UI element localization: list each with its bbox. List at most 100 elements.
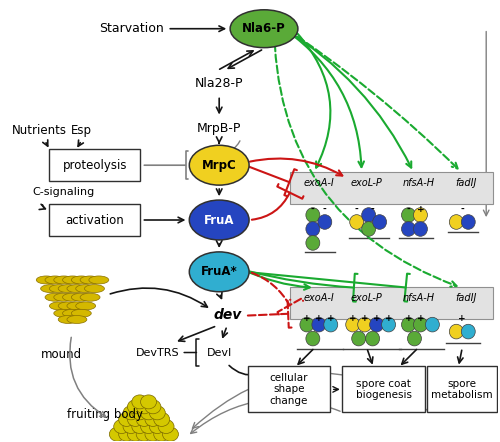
FancyBboxPatch shape [49, 149, 140, 181]
Text: -: - [370, 205, 374, 213]
Ellipse shape [154, 427, 170, 441]
Text: dev: dev [213, 308, 242, 322]
Ellipse shape [162, 427, 178, 441]
Ellipse shape [123, 419, 139, 434]
Ellipse shape [154, 412, 170, 427]
Ellipse shape [190, 252, 249, 292]
Ellipse shape [372, 215, 386, 229]
Text: +: + [385, 314, 392, 323]
FancyBboxPatch shape [290, 287, 493, 319]
Ellipse shape [306, 208, 320, 222]
Ellipse shape [36, 276, 56, 284]
Ellipse shape [450, 324, 464, 339]
FancyBboxPatch shape [342, 366, 425, 412]
Ellipse shape [414, 208, 428, 222]
Ellipse shape [132, 395, 148, 409]
Text: exoL-P: exoL-P [351, 293, 382, 303]
Ellipse shape [132, 419, 148, 434]
Ellipse shape [136, 400, 152, 414]
Ellipse shape [118, 412, 134, 427]
Text: FruA*: FruA* [201, 265, 237, 278]
Ellipse shape [190, 200, 249, 240]
FancyBboxPatch shape [248, 366, 330, 412]
Ellipse shape [76, 285, 96, 293]
Ellipse shape [58, 285, 78, 293]
Ellipse shape [136, 427, 152, 441]
Text: exoL-P: exoL-P [351, 178, 382, 188]
Text: +: + [404, 314, 412, 323]
Ellipse shape [358, 317, 372, 332]
Text: mound: mound [41, 348, 82, 361]
Ellipse shape [67, 302, 87, 310]
Ellipse shape [145, 400, 161, 414]
Ellipse shape [45, 276, 65, 284]
Ellipse shape [54, 309, 74, 317]
Ellipse shape [54, 276, 74, 284]
Text: fruiting body: fruiting body [66, 408, 142, 421]
FancyBboxPatch shape [49, 204, 140, 236]
Ellipse shape [318, 215, 332, 229]
Text: DevI: DevI [206, 347, 232, 358]
Text: DevTRS: DevTRS [136, 347, 179, 358]
Text: C-signaling: C-signaling [32, 187, 94, 197]
Ellipse shape [370, 317, 384, 332]
Ellipse shape [40, 285, 60, 293]
Ellipse shape [58, 302, 78, 310]
Ellipse shape [230, 10, 298, 48]
Text: +: + [349, 314, 356, 323]
Text: -: - [460, 205, 464, 213]
Ellipse shape [58, 316, 78, 324]
Text: +: + [458, 314, 466, 323]
Ellipse shape [72, 293, 92, 301]
Text: FruA: FruA [204, 213, 234, 226]
Text: MrpC: MrpC [202, 159, 236, 171]
Ellipse shape [136, 412, 152, 427]
Ellipse shape [150, 419, 166, 434]
Ellipse shape [382, 317, 396, 332]
Ellipse shape [54, 293, 74, 301]
Ellipse shape [132, 406, 148, 420]
Ellipse shape [366, 331, 380, 346]
Text: +: + [416, 314, 424, 323]
Text: fadIJ: fadIJ [456, 178, 477, 188]
Ellipse shape [123, 406, 139, 420]
Ellipse shape [300, 317, 314, 332]
Text: -: - [323, 205, 326, 213]
Ellipse shape [128, 427, 144, 441]
Ellipse shape [150, 406, 166, 420]
Ellipse shape [362, 221, 376, 236]
Text: +: + [373, 314, 380, 323]
Ellipse shape [145, 412, 161, 427]
Ellipse shape [140, 406, 156, 420]
Ellipse shape [62, 309, 82, 317]
Text: nfsA-H: nfsA-H [402, 178, 434, 188]
Ellipse shape [306, 331, 320, 346]
Ellipse shape [414, 317, 428, 332]
Text: proteolysis: proteolysis [62, 159, 127, 171]
Text: spore coat
biogenesis: spore coat biogenesis [356, 379, 412, 400]
Ellipse shape [306, 236, 320, 250]
Ellipse shape [408, 331, 422, 346]
Ellipse shape [346, 317, 360, 332]
Ellipse shape [67, 285, 87, 293]
Ellipse shape [462, 215, 475, 229]
Ellipse shape [76, 302, 96, 310]
Text: activation: activation [66, 213, 124, 226]
Ellipse shape [462, 324, 475, 339]
Text: fadIJ: fadIJ [456, 293, 477, 303]
Ellipse shape [80, 293, 100, 301]
Ellipse shape [50, 285, 70, 293]
Ellipse shape [50, 302, 70, 310]
Ellipse shape [190, 145, 249, 185]
Text: Nutrients: Nutrients [12, 124, 68, 137]
Ellipse shape [128, 412, 144, 427]
Ellipse shape [306, 221, 320, 236]
Text: Esp: Esp [71, 124, 92, 137]
Text: +: + [416, 205, 424, 213]
FancyBboxPatch shape [290, 172, 493, 204]
Ellipse shape [402, 317, 415, 332]
Ellipse shape [128, 400, 144, 414]
Text: -: - [355, 205, 358, 213]
Text: +: + [303, 314, 310, 323]
Ellipse shape [89, 276, 109, 284]
